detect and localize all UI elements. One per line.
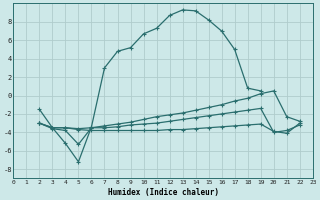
X-axis label: Humidex (Indice chaleur): Humidex (Indice chaleur) <box>108 188 219 197</box>
